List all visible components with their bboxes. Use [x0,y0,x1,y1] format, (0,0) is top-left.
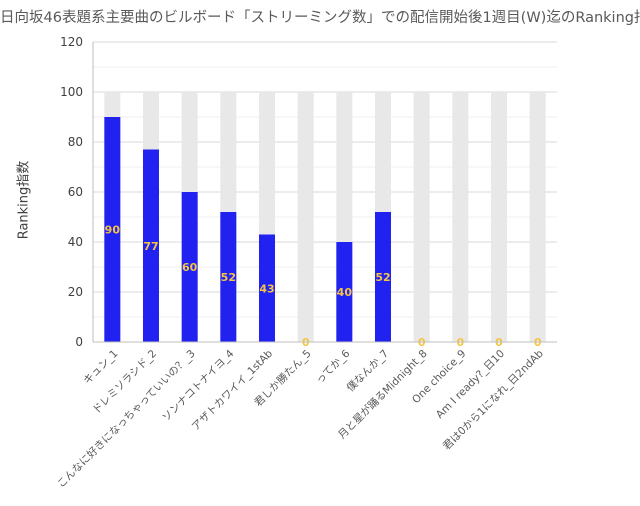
background-bar [452,92,469,342]
background-bar [529,92,546,342]
y-tick-label: 60 [68,185,83,199]
x-tick-label: ソンナコトナイヨ_4 [160,347,237,424]
data-label: 60 [182,261,198,274]
data-label: 52 [221,271,236,284]
bar [375,212,391,342]
x-tick-label: こんなに好きになっちゃっていいの？_3 [55,348,198,491]
background-bar [297,92,314,342]
bar [336,242,353,342]
data-label: 77 [143,240,158,253]
background-bar [413,92,430,342]
y-tick-label: 20 [68,285,83,299]
bar [181,192,198,342]
y-tick-label: 120 [60,35,83,49]
y-tick-label: 80 [68,135,83,149]
x-tick-label: キュン_1 [81,348,120,387]
y-tick-label: 40 [68,235,83,249]
x-tick-label: ってか_6 [314,347,353,386]
bar [143,149,159,342]
y-tick-label: 0 [75,335,83,349]
bar [104,117,121,342]
x-tick-label: Am I ready?_日10 [434,348,507,421]
data-label: 52 [375,271,390,284]
background-bar [491,92,507,342]
chart-title: 日向坂46表題系主要曲のビルボード「ストリーミング数」での配信開始後1週目(W)… [0,10,640,26]
bar [259,234,275,342]
y-tick-label: 100 [60,85,83,99]
data-label: 40 [337,286,353,299]
bar [220,212,237,342]
data-label: 43 [259,282,274,295]
data-label: 90 [105,224,121,237]
